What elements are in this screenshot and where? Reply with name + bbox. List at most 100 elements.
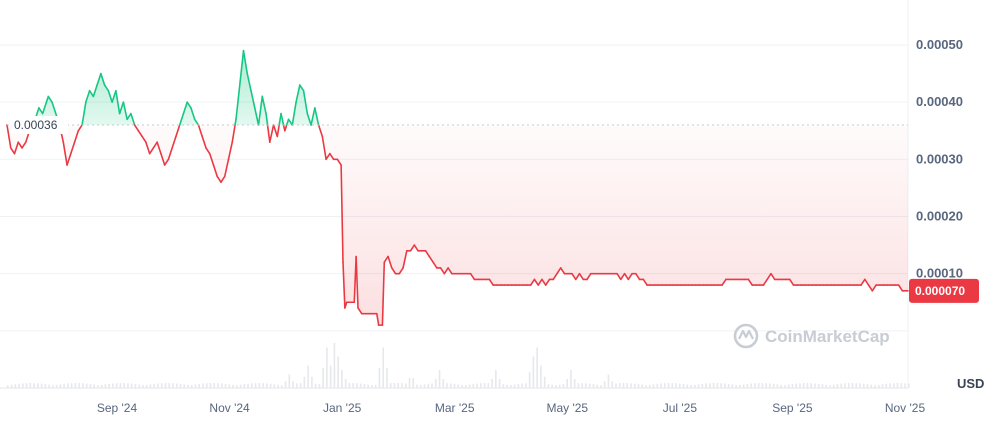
volume-bar	[817, 383, 820, 388]
price-line-segment	[537, 278, 543, 286]
volume-bar	[686, 384, 689, 388]
volume-bar	[908, 383, 910, 388]
volume-bar	[769, 383, 771, 388]
volume-bar	[581, 383, 583, 388]
volume-bar	[724, 383, 726, 388]
price-line-segment	[357, 307, 363, 315]
volume-bar	[540, 365, 542, 388]
price-line-segment	[280, 112, 285, 126]
volume-bar	[431, 383, 433, 388]
volume-bar	[269, 383, 272, 388]
volume-bar	[115, 383, 118, 388]
price-line-segment	[66, 152, 72, 166]
price-line-segment	[788, 278, 795, 286]
price-line-segment	[336, 158, 342, 166]
price-line-segment	[276, 124, 280, 138]
price-line-segment	[208, 152, 215, 166]
volume-bar	[153, 383, 156, 388]
price-line-segment	[552, 272, 558, 281]
volume-bar	[892, 383, 895, 388]
volume-bar	[562, 384, 565, 388]
volume-bar	[85, 383, 88, 388]
volume-bar	[596, 384, 599, 388]
price-line-segment	[182, 101, 188, 115]
volume-bar	[202, 383, 204, 388]
volume-bar	[716, 383, 719, 388]
price-line-segment	[257, 95, 264, 126]
volume-bar	[187, 384, 189, 388]
volume-bar	[517, 384, 520, 388]
volume-bar	[194, 384, 197, 388]
price-line-segment	[223, 158, 230, 178]
volume-bar	[603, 381, 606, 388]
volume-bar	[682, 384, 685, 388]
volume-bar	[851, 383, 854, 388]
price-line-segment	[17, 141, 23, 149]
coinmarketcap-logo-icon	[733, 323, 759, 349]
volume-bar	[825, 384, 828, 388]
volume-bar	[772, 383, 775, 388]
x-tick-label: Nov '24	[209, 401, 250, 415]
volume-bar	[145, 384, 148, 388]
price-line-segment	[235, 84, 241, 121]
volume-bar	[251, 383, 253, 388]
volume-bar	[25, 383, 28, 388]
price-line-segment	[171, 135, 177, 149]
volume-bar	[472, 383, 475, 388]
price-line-segment	[190, 107, 196, 121]
price-line-segment	[747, 278, 754, 286]
volume-bar	[303, 376, 306, 388]
volume-bar	[18, 383, 20, 388]
volume-bar	[175, 383, 178, 388]
price-line-segment	[574, 272, 581, 281]
volume-bar	[637, 384, 640, 388]
volume-bar	[228, 384, 231, 388]
volume-bar	[742, 384, 745, 388]
volume-bar	[900, 383, 903, 388]
area-fills	[7, 50, 908, 326]
price-line-segment	[860, 278, 866, 286]
volume-bar	[465, 385, 467, 388]
volume-bar	[761, 383, 764, 388]
price-line-segment	[387, 255, 393, 269]
volume-bar	[232, 384, 234, 388]
volume-bar	[318, 384, 321, 388]
price-line-segment	[867, 284, 874, 292]
price-line-segment	[556, 267, 562, 275]
volume-bar	[615, 383, 617, 388]
volume-bar	[678, 383, 681, 388]
price-line-segment	[268, 124, 275, 143]
volume-bar	[142, 385, 144, 388]
price-line-segment	[409, 244, 416, 252]
volume-bar	[97, 385, 99, 388]
volume-bar	[547, 384, 550, 388]
price-line-segment	[266, 124, 271, 143]
volume-bar	[896, 383, 899, 388]
volume-bar	[190, 385, 193, 388]
volume-bar	[352, 383, 354, 388]
above-reference-fill	[7, 50, 908, 126]
volume-bar	[885, 383, 888, 388]
volume-bar	[262, 383, 264, 388]
y-tick-label: 0.00050	[916, 37, 963, 52]
volume-bar	[468, 384, 471, 388]
volume-bar	[427, 383, 430, 388]
price-line-segment	[167, 147, 173, 161]
volume-bar	[757, 383, 760, 388]
volume-bar	[59, 384, 62, 388]
price-line	[6, 49, 909, 326]
volume-bar	[333, 343, 336, 388]
price-line-segment	[620, 272, 626, 281]
volume-bar	[859, 383, 861, 388]
price-line-segment	[186, 101, 192, 109]
volume-bar	[697, 384, 700, 388]
price-line-segment	[381, 261, 386, 326]
watermark-text: CoinMarketCap	[765, 327, 890, 346]
volume-bar	[389, 383, 392, 388]
volume-bar	[877, 384, 880, 388]
price-line-segment	[156, 141, 162, 155]
current-price-tag: 0.000070	[909, 278, 979, 303]
volume-bar	[239, 384, 242, 388]
volume-bar	[416, 384, 418, 388]
volume-bar	[810, 383, 812, 388]
